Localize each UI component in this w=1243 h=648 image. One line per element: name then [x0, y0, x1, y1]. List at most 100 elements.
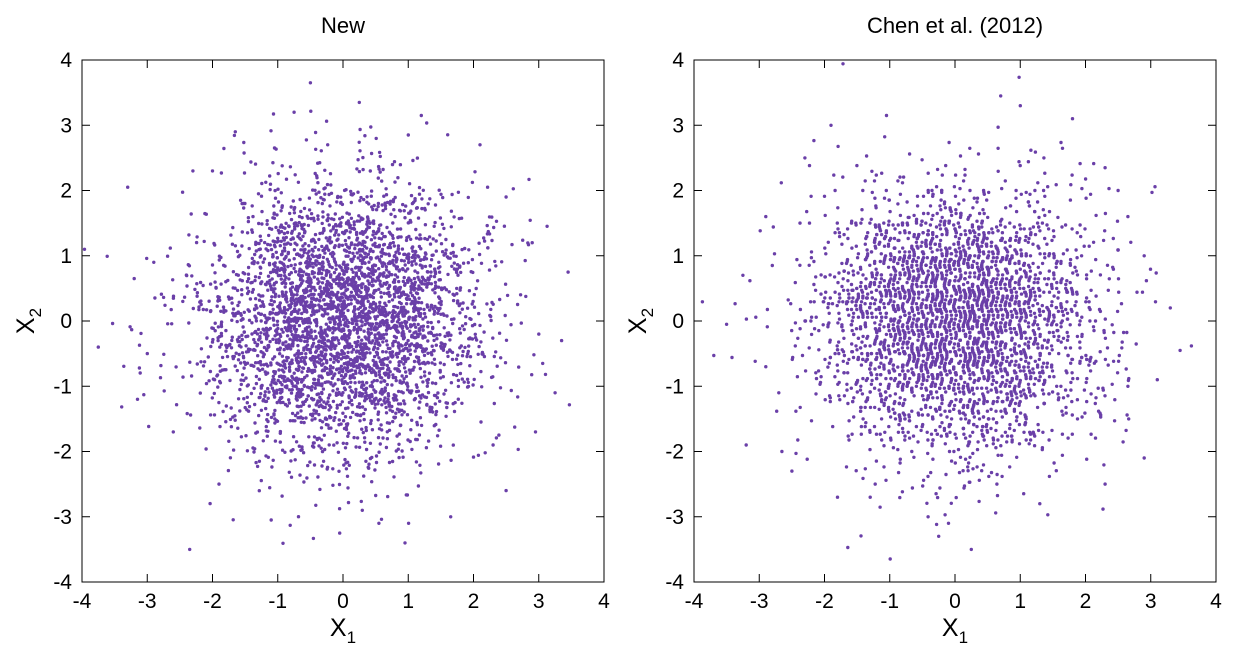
data-point — [985, 409, 990, 413]
data-point — [368, 295, 373, 299]
data-point — [318, 395, 322, 400]
data-point — [219, 282, 223, 286]
data-point — [325, 282, 329, 287]
data-point — [455, 292, 459, 296]
data-point — [364, 319, 368, 323]
data-point — [301, 248, 305, 252]
data-point — [1043, 171, 1047, 175]
data-point — [336, 322, 340, 327]
data-point — [277, 294, 281, 298]
data-point — [465, 377, 470, 381]
data-point — [235, 288, 240, 293]
data-point — [486, 246, 490, 250]
data-point — [242, 140, 246, 145]
data-point — [252, 307, 257, 311]
data-point — [325, 467, 329, 471]
data-point — [366, 286, 370, 290]
data-point — [310, 247, 314, 252]
data-point — [408, 371, 412, 375]
data-point — [415, 291, 420, 296]
data-point — [465, 306, 470, 310]
data-point — [317, 190, 321, 194]
data-point — [276, 326, 280, 331]
data-point — [414, 300, 419, 304]
data-point — [442, 326, 446, 330]
data-point — [323, 405, 327, 410]
data-point — [289, 459, 293, 463]
data-point — [365, 220, 369, 224]
data-point — [326, 259, 330, 264]
data-point — [269, 383, 273, 387]
data-point — [470, 180, 475, 185]
data-point — [349, 398, 354, 403]
data-point — [474, 286, 478, 291]
data-point — [211, 377, 216, 381]
data-point — [798, 263, 802, 267]
data-point — [256, 367, 260, 371]
data-point — [418, 463, 422, 467]
data-point — [301, 321, 306, 325]
data-point — [916, 311, 921, 315]
data-point — [393, 304, 397, 309]
data-point — [313, 356, 317, 360]
data-point — [332, 279, 336, 283]
data-point — [224, 349, 228, 353]
data-point — [295, 360, 300, 365]
data-point — [387, 294, 392, 298]
data-point — [219, 171, 224, 175]
data-point — [1121, 440, 1125, 444]
data-point — [246, 272, 251, 276]
data-point — [858, 284, 863, 289]
data-point — [188, 547, 192, 552]
data-point — [349, 242, 353, 247]
data-point — [284, 281, 288, 286]
data-point — [328, 320, 332, 324]
data-point — [226, 468, 231, 473]
data-point — [449, 515, 453, 519]
data-point — [442, 362, 446, 367]
data-point — [346, 276, 350, 280]
data-point — [413, 256, 417, 260]
data-point — [308, 277, 312, 281]
data-point — [382, 399, 386, 403]
data-point — [957, 236, 961, 241]
data-point — [302, 227, 306, 232]
data-point — [299, 281, 304, 285]
data-point — [205, 336, 209, 340]
data-point — [287, 401, 292, 405]
data-point — [230, 338, 234, 343]
data-point — [301, 298, 305, 303]
data-point — [989, 407, 993, 411]
data-point — [925, 348, 929, 352]
data-point — [236, 397, 241, 401]
data-point — [287, 343, 291, 347]
data-point — [1059, 140, 1063, 145]
data-point — [456, 397, 460, 401]
data-point — [356, 265, 361, 270]
data-point — [903, 438, 907, 442]
data-point — [253, 314, 257, 318]
data-point — [213, 321, 217, 325]
data-point — [350, 344, 354, 349]
data-point — [383, 204, 388, 208]
data-point — [360, 285, 364, 290]
data-point — [240, 293, 244, 297]
data-point — [837, 311, 841, 315]
data-point — [305, 332, 310, 336]
data-point — [379, 250, 383, 254]
data-point — [485, 302, 489, 306]
data-point — [269, 298, 273, 303]
data-point — [385, 382, 389, 387]
data-point — [218, 369, 222, 373]
data-point — [986, 215, 990, 220]
data-point — [433, 220, 437, 225]
data-point — [368, 275, 373, 279]
data-point — [313, 245, 317, 249]
data-point — [218, 364, 222, 368]
data-point — [250, 290, 255, 294]
data-point — [352, 223, 356, 227]
data-point — [891, 407, 895, 411]
data-point — [246, 349, 250, 354]
data-points — [82, 81, 572, 552]
data-point — [313, 386, 317, 390]
